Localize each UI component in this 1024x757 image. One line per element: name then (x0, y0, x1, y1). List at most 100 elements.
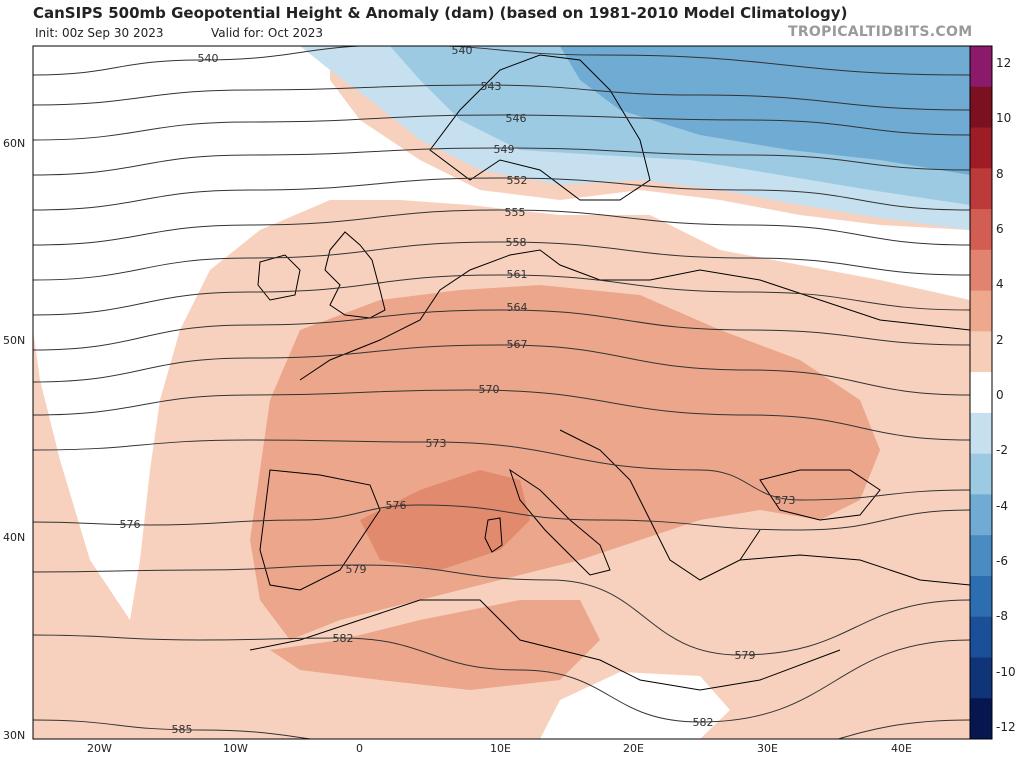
coast-turkey (739, 554, 970, 586)
colorbar-swatch (970, 86, 992, 129)
contour-label: 540 (452, 44, 473, 57)
colorbar (969, 45, 993, 740)
contour-label: 582 (333, 632, 354, 645)
contour-540 (33, 46, 970, 76)
colorbar-label: -4 (996, 498, 1008, 513)
contour-label: 579 (735, 649, 756, 662)
coast-europe-west (299, 249, 970, 381)
colorbar-label: 6 (996, 222, 1004, 236)
colorbar-swatch (970, 331, 992, 373)
lat-label: 40N (3, 531, 26, 544)
contour-label: 561 (507, 268, 528, 281)
lon-label: 20W (87, 742, 112, 755)
contour-label: 555 (505, 206, 526, 219)
valid-time: Valid for: Oct 2023 (211, 26, 323, 40)
anomaly-negative-6 (560, 46, 970, 175)
colorbar-swatch (970, 127, 992, 169)
anomaly-neutral-south (540, 672, 730, 739)
coast-iberia (259, 469, 381, 591)
colorbar-swatch (970, 168, 992, 210)
lon-label: 10E (490, 742, 511, 755)
coast-britain (324, 231, 386, 319)
contour-label: 585 (172, 723, 193, 736)
contour-label: 543 (481, 80, 502, 93)
coastlines (249, 54, 970, 691)
lon-label: 10W (223, 742, 248, 755)
colorbar-swatch (970, 209, 992, 251)
colorbar-label: -8 (996, 609, 1008, 624)
coast-scandinavia (429, 54, 651, 201)
coast-sardinia (484, 517, 503, 553)
contour-label: 567 (507, 338, 528, 351)
colorbar-swatch (970, 698, 992, 740)
contour-582 (33, 634, 970, 723)
chart-title: CanSIPS 500mb Geopotential Height & Anom… (33, 4, 848, 22)
lat-label: 30N (3, 729, 26, 742)
contour-label: 546 (506, 112, 527, 125)
contour-label: 558 (506, 236, 527, 249)
contour-label: 579 (346, 563, 367, 576)
lat-label: 60N (3, 137, 26, 150)
colorbar-label: 2 (996, 332, 1004, 347)
brand-watermark: TROPICALTIDBITS.COM (788, 24, 973, 40)
contour-label: 540 (198, 52, 219, 65)
lon-label: 30E (757, 742, 778, 755)
contour-567 (33, 344, 970, 396)
height-contours (33, 46, 970, 739)
contour-label: 582 (693, 716, 714, 729)
contour-573 (33, 439, 970, 501)
contour-576 (33, 504, 970, 531)
anomaly-positive-2b (270, 600, 600, 690)
coast-africa (249, 599, 841, 691)
colorbar-swatch (970, 535, 992, 577)
contour-555 (33, 209, 970, 246)
contour-561 (33, 274, 970, 316)
colorbar-frame (969, 45, 993, 740)
colorbar-label: 10 (996, 111, 1012, 126)
coast-balkans (559, 429, 761, 581)
colorbar-swatch (970, 290, 992, 332)
colorbar-swatch (970, 657, 992, 699)
colorbar-swatch (970, 575, 992, 618)
colorbar-label: 4 (996, 277, 1004, 292)
contour-label: 576 (386, 499, 407, 512)
contour-label: 549 (494, 143, 515, 156)
contour-label: 564 (507, 301, 528, 314)
lon-label: 40E (891, 742, 912, 755)
contour-label: 573 (426, 437, 447, 450)
colorbar-swatch (970, 249, 992, 292)
colorbar-swatch (970, 372, 992, 414)
colorbar-label: -6 (996, 554, 1008, 568)
contour-564 (33, 309, 970, 351)
colorbar-label: 12 (996, 56, 1012, 70)
contour-579 (33, 564, 970, 656)
contour-543 (33, 84, 970, 111)
contour-570 (33, 389, 970, 441)
coast-blacksea (759, 469, 881, 521)
contour-558 (33, 241, 970, 281)
colorbar-label: 8 (996, 166, 1004, 181)
colorbar-label: 0 (996, 388, 1004, 402)
contour-552 (33, 177, 970, 211)
lon-label: 0 (356, 742, 363, 755)
init-time: Init: 00z Sep 30 2023 (35, 26, 164, 40)
coast-ireland (257, 254, 301, 301)
coast-italy (509, 468, 611, 576)
lat-label: 50N (3, 334, 26, 347)
colorbar-swatch (970, 494, 992, 536)
contour-labels: 540 543 546 549 552 555 558 561 564 567 570 573 576 5… (120, 44, 796, 736)
colorbar-label: -2 (996, 443, 1008, 458)
contour-label: 552 (507, 174, 528, 187)
colorbar-label: -12 (996, 720, 1016, 734)
colorbar-swatch (970, 46, 992, 88)
contour-546 (33, 114, 970, 141)
contour-label: 573 (775, 494, 796, 507)
contour-549 (33, 147, 970, 176)
anomaly-positive-3 (360, 470, 530, 570)
lon-label: 20E (623, 742, 644, 755)
contour-label: 570 (479, 383, 500, 396)
contour-label: 576 (120, 518, 141, 531)
colorbar-label: -10 (996, 664, 1016, 679)
colorbar-swatch (970, 412, 992, 455)
